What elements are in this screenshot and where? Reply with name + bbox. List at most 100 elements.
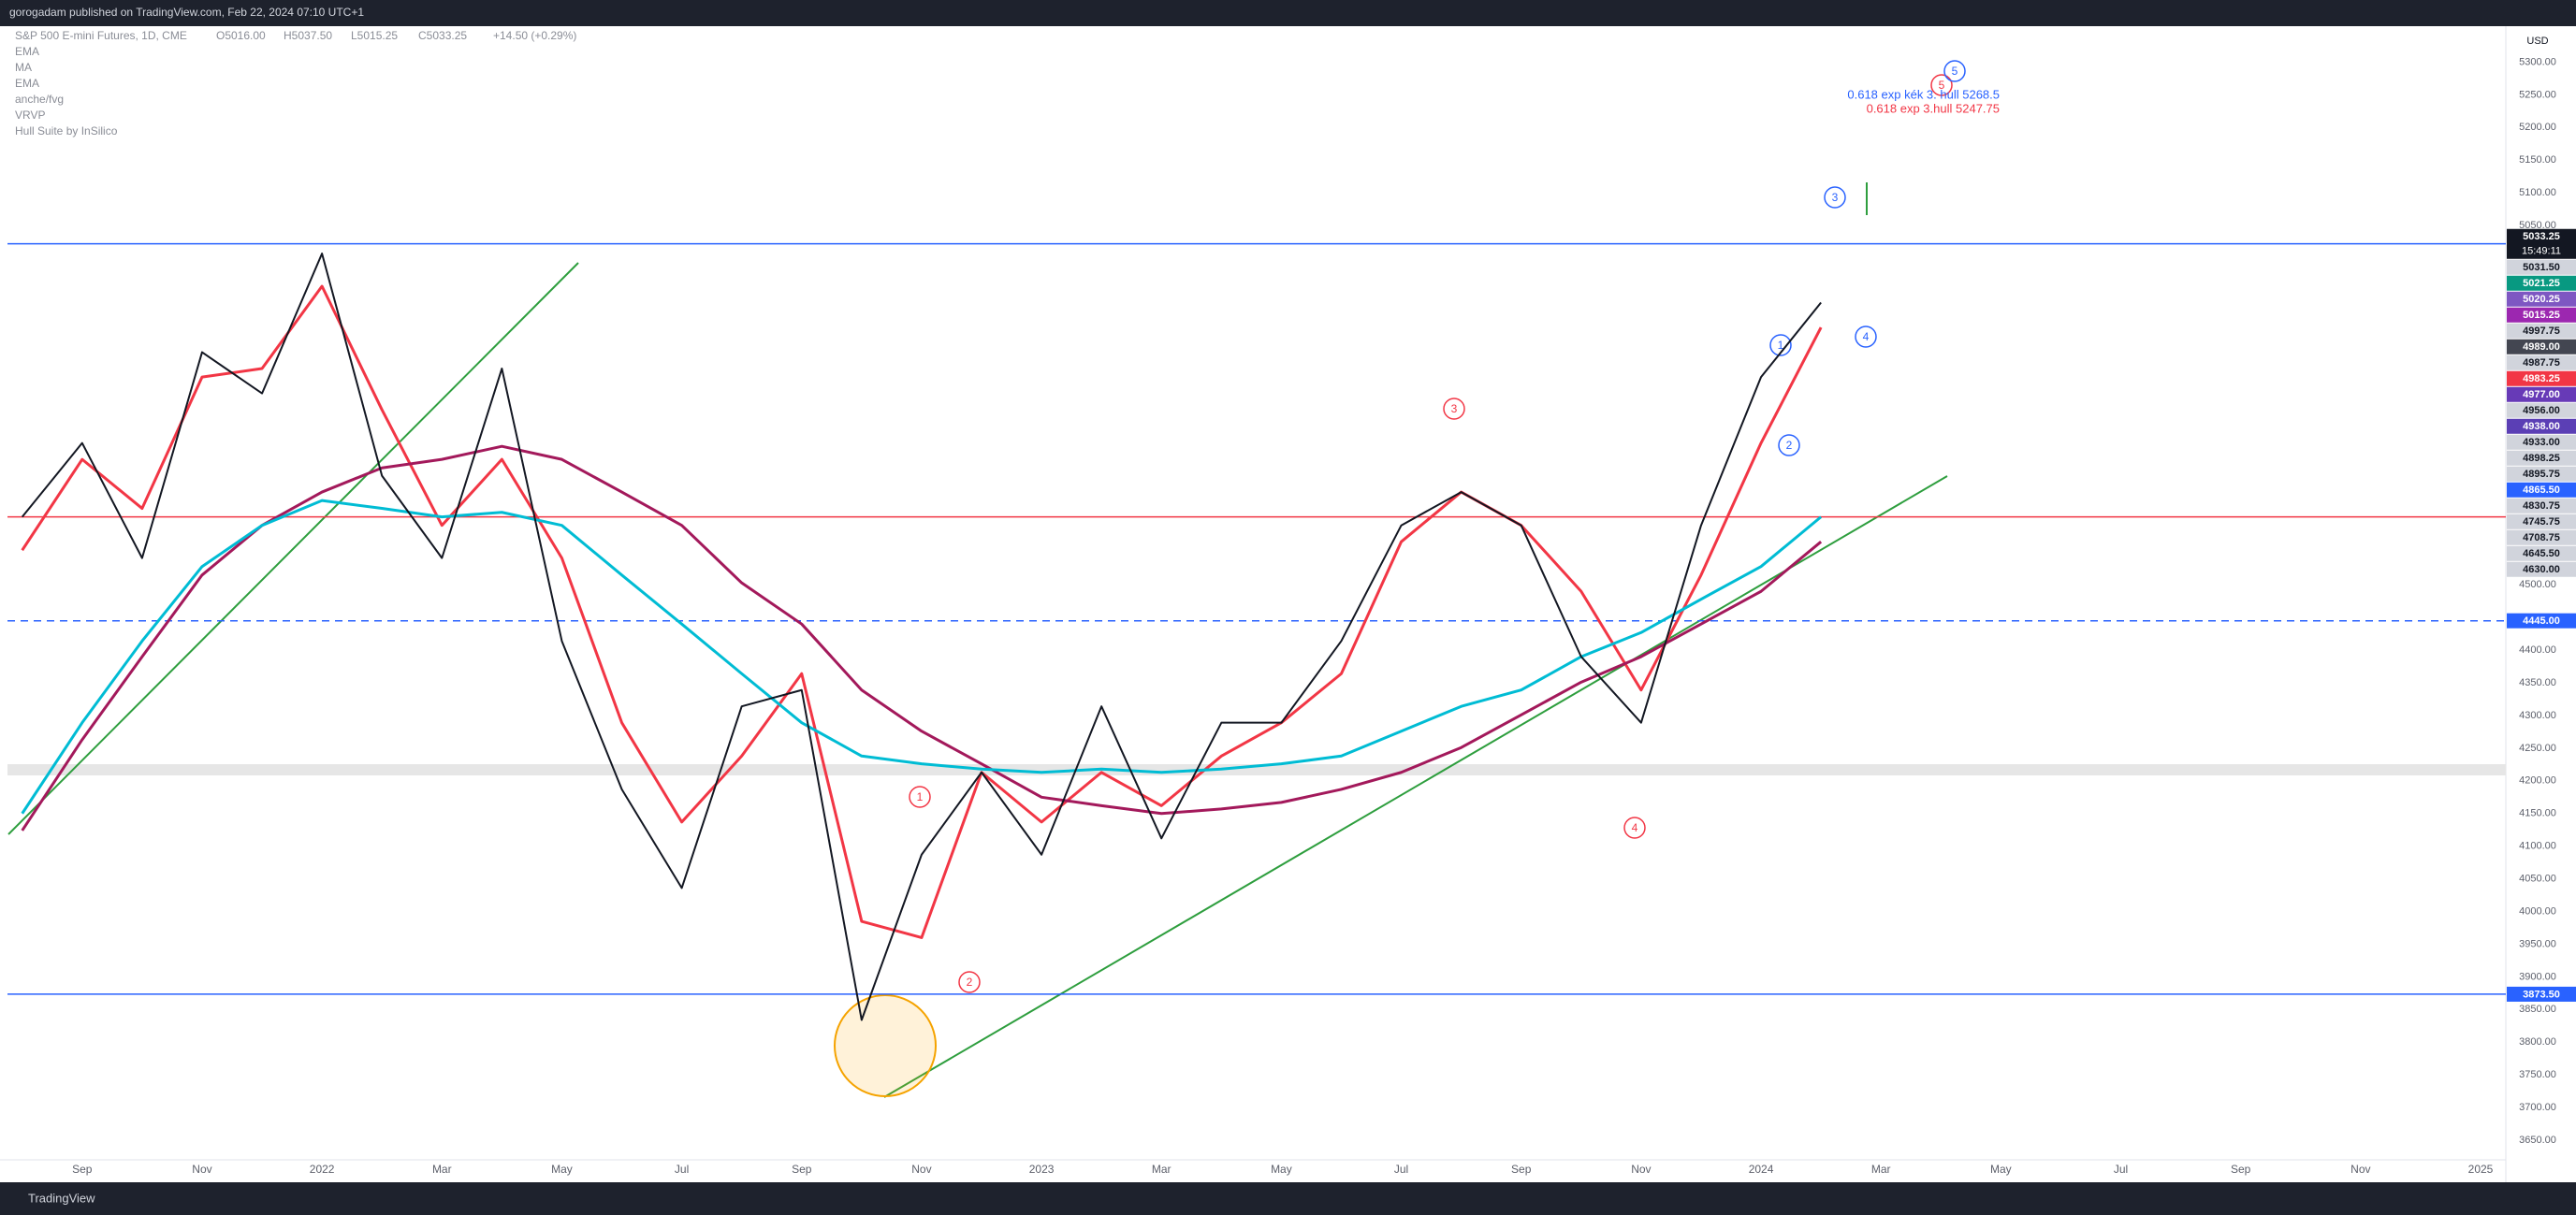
indicator-name: EMA bbox=[15, 77, 39, 90]
y-tick-label: 4350.00 bbox=[2519, 677, 2556, 688]
bottom-bar bbox=[0, 1182, 2576, 1215]
indicator-name: MA bbox=[15, 61, 32, 74]
price-label: 4956.00 bbox=[2523, 405, 2560, 416]
x-tick-label: Nov bbox=[192, 1163, 211, 1176]
price-label-box bbox=[2507, 275, 2576, 291]
wave-label: 3 bbox=[1451, 402, 1458, 415]
price-label: 4989.00 bbox=[2523, 341, 2560, 353]
y-tick-label: 4500.00 bbox=[2519, 579, 2556, 590]
price-label: 4933.00 bbox=[2523, 437, 2560, 448]
series-line bbox=[21, 499, 1823, 815]
x-tick-label: Jul bbox=[1394, 1163, 1408, 1176]
price-label: 4895.75 bbox=[2523, 469, 2560, 480]
y-tick-label: 5050.00 bbox=[2519, 220, 2556, 231]
price-label-box bbox=[2507, 513, 2576, 529]
footer-logo: TradingView bbox=[28, 1191, 95, 1205]
ohlc-value: +14.50 (+0.29%) bbox=[493, 29, 576, 42]
y-tick-label: 4100.00 bbox=[2519, 841, 2556, 852]
x-tick-label: Sep bbox=[72, 1163, 93, 1176]
price-label: 4630.00 bbox=[2523, 564, 2560, 575]
wave-circle bbox=[1443, 398, 1465, 420]
top-bar bbox=[0, 0, 2576, 26]
price-label: 3873.50 bbox=[2523, 989, 2560, 1000]
y-tick-label: 4300.00 bbox=[2519, 710, 2556, 721]
wave-circle bbox=[1855, 325, 1877, 348]
highlight-circle bbox=[834, 994, 937, 1097]
x-tick-label: May bbox=[1271, 1163, 1292, 1176]
indicator-name: Hull Suite by InSilico bbox=[15, 124, 118, 137]
fib-label: 0.618 exp kék 3. hull 5268.5 bbox=[1847, 87, 2000, 101]
price-label: 4938.00 bbox=[2523, 421, 2560, 432]
price-label: 4830.75 bbox=[2523, 500, 2560, 512]
indicator-name: anche/fvg bbox=[15, 93, 64, 106]
zone-band bbox=[7, 764, 2506, 775]
price-label: 4987.75 bbox=[2523, 357, 2560, 369]
price-label: 5031.50 bbox=[2523, 262, 2560, 273]
y-tick-label: 3750.00 bbox=[2519, 1069, 2556, 1080]
countdown: 15:49:11 bbox=[2522, 246, 2561, 257]
price-label: 4977.00 bbox=[2523, 389, 2560, 400]
indicator-name: EMA bbox=[15, 45, 39, 58]
x-tick-label: 2025 bbox=[2468, 1163, 2494, 1176]
y-tick-label: 3650.00 bbox=[2519, 1135, 2556, 1146]
y-tick-label: 5200.00 bbox=[2519, 122, 2556, 133]
wave-circle bbox=[958, 971, 981, 993]
price-label: 4708.75 bbox=[2523, 532, 2560, 543]
price-label: 4898.25 bbox=[2523, 453, 2560, 464]
price-label: 5033.25 bbox=[2523, 231, 2560, 242]
price-label-box bbox=[2507, 228, 2576, 259]
fib-label: 0.618 exp 3.hull 5247.75 bbox=[1867, 101, 2000, 115]
y-tick-label: 3700.00 bbox=[2519, 1102, 2556, 1113]
series-line bbox=[21, 444, 1823, 832]
price-label-box bbox=[2507, 339, 2576, 354]
price-label: 4865.50 bbox=[2523, 485, 2560, 496]
x-tick-label: May bbox=[551, 1163, 573, 1176]
price-label-box bbox=[2507, 613, 2576, 629]
wave-label: 3 bbox=[1832, 191, 1839, 204]
x-tick-label: May bbox=[1990, 1163, 2012, 1176]
x-tick-label: 2022 bbox=[310, 1163, 335, 1176]
price-label-box bbox=[2507, 529, 2576, 545]
y-tick-label: 5250.00 bbox=[2519, 89, 2556, 100]
indicator-name: VRVP bbox=[15, 108, 45, 122]
y-tick-label: 4250.00 bbox=[2519, 743, 2556, 754]
x-tick-label: Mar bbox=[1871, 1163, 1891, 1176]
y-tick-label: 5150.00 bbox=[2519, 154, 2556, 166]
y-tick-label: 4150.00 bbox=[2519, 808, 2556, 819]
wave-circle bbox=[1824, 186, 1846, 209]
wave-label: 1 bbox=[1778, 339, 1784, 352]
y-tick-label: 3850.00 bbox=[2519, 1004, 2556, 1015]
y-tick-label: 3800.00 bbox=[2519, 1036, 2556, 1048]
price-label: 4983.25 bbox=[2523, 373, 2560, 384]
wave-label: 5 bbox=[1939, 79, 1945, 92]
x-tick-label: Mar bbox=[1152, 1163, 1172, 1176]
price-label: 5020.25 bbox=[2523, 294, 2560, 305]
price-label-box bbox=[2507, 450, 2576, 466]
price-label-box bbox=[2507, 482, 2576, 498]
wave-labels: 1 2 3 4 5 1 2 3 4 5 bbox=[909, 60, 1966, 993]
x-tick-label: Nov bbox=[911, 1163, 931, 1176]
header-title: gorogadam published on TradingView.com, … bbox=[9, 6, 364, 19]
y-tick-label: 5300.00 bbox=[2519, 56, 2556, 67]
x-tick-label: Nov bbox=[1631, 1163, 1651, 1176]
wave-circle bbox=[1769, 334, 1792, 356]
wave-circle bbox=[1778, 434, 1800, 456]
currency: USD bbox=[2526, 36, 2548, 47]
price-label-box bbox=[2507, 386, 2576, 402]
ohlc-value: C5033.25 bbox=[418, 29, 467, 42]
price-label-box bbox=[2507, 354, 2576, 370]
trend-line bbox=[7, 262, 579, 835]
price-label: 5015.25 bbox=[2523, 310, 2560, 321]
y-tick-label: 3900.00 bbox=[2519, 971, 2556, 982]
y-tick-label: 5100.00 bbox=[2519, 187, 2556, 198]
series-line bbox=[21, 253, 1822, 1021]
ohlc-value: L5015.25 bbox=[351, 29, 398, 42]
y-tick-label: 4000.00 bbox=[2519, 905, 2556, 917]
wave-label: 2 bbox=[1786, 439, 1793, 452]
price-label: 5021.25 bbox=[2523, 278, 2560, 289]
wave-circle bbox=[1623, 817, 1646, 839]
x-tick-label: 2024 bbox=[1749, 1163, 1774, 1176]
price-label-box bbox=[2507, 418, 2576, 434]
